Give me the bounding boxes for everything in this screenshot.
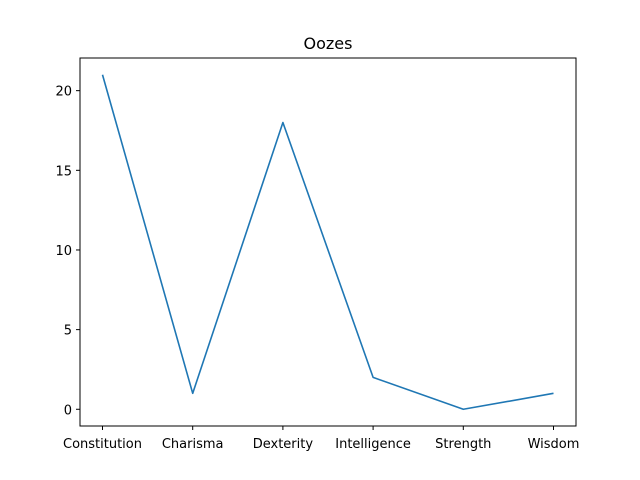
x-tick-label: Constitution	[63, 437, 142, 452]
series-line	[101, 74, 554, 411]
x-tick-label: Dexterity	[253, 437, 314, 452]
chart-title: Oozes	[304, 34, 353, 53]
x-tick-label: Intelligence	[335, 437, 411, 452]
x-tick-label: Strength	[435, 437, 491, 452]
y-tick-label: 10	[55, 244, 72, 259]
y-tick-label: 0	[64, 403, 72, 418]
y-tick-label: 20	[55, 85, 72, 100]
x-tick-label: Wisdom	[528, 437, 580, 452]
y-tick-label: 15	[55, 164, 72, 179]
y-tick-label: 5	[64, 324, 72, 339]
plot-frame	[79, 57, 577, 427]
x-tick-label: Charisma	[162, 437, 224, 452]
